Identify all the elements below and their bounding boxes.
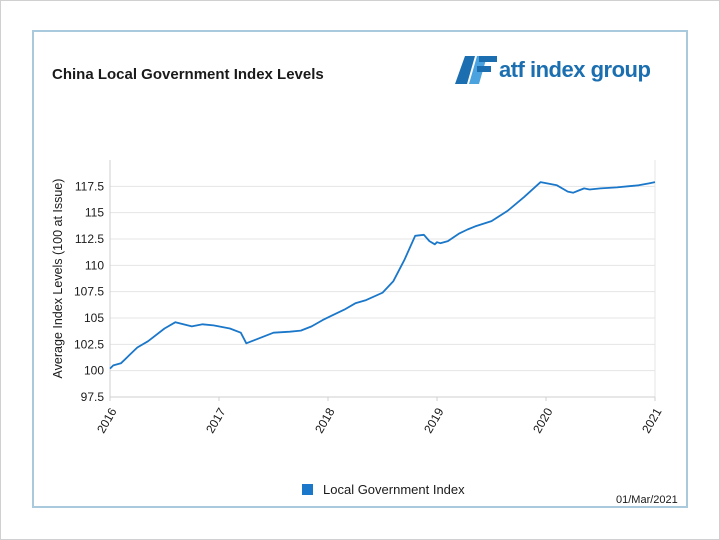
y-tick-label: 112.5 [75, 232, 104, 246]
y-tick-label: 115 [85, 206, 104, 220]
legend-swatch [302, 484, 313, 495]
y-tick-label: 117.5 [75, 179, 104, 193]
y-tick-label: 97.5 [81, 390, 105, 404]
x-tick-label: 2017 [203, 405, 229, 435]
logo-text: atf index group [499, 57, 651, 82]
y-axis-title: Average Index Levels (100 at Issue) [51, 179, 65, 379]
y-tick-label: 110 [85, 258, 104, 272]
y-tick-label: 100 [84, 364, 104, 378]
atf-logo-icon [455, 56, 497, 84]
chart-title: China Local Government Index Levels [52, 66, 324, 83]
y-tick-label: 107.5 [74, 285, 104, 299]
legend: Local Government Index [302, 482, 465, 497]
logo: atf index group [455, 55, 651, 85]
x-tick-label: 2021 [639, 405, 665, 435]
x-tick-label: 2016 [94, 405, 120, 435]
series-line-local-government-index [109, 181, 656, 370]
chart-panel [32, 30, 688, 508]
legend-label: Local Government Index [323, 482, 465, 497]
x-tick-label: 2018 [312, 405, 338, 435]
y-tick-label: 105 [84, 311, 104, 325]
as-of-date: 01/Mar/2021 [616, 494, 678, 506]
y-tick-label: 102.5 [74, 337, 104, 351]
x-tick-label: 2020 [530, 405, 556, 435]
x-tick-label: 2019 [421, 405, 447, 435]
